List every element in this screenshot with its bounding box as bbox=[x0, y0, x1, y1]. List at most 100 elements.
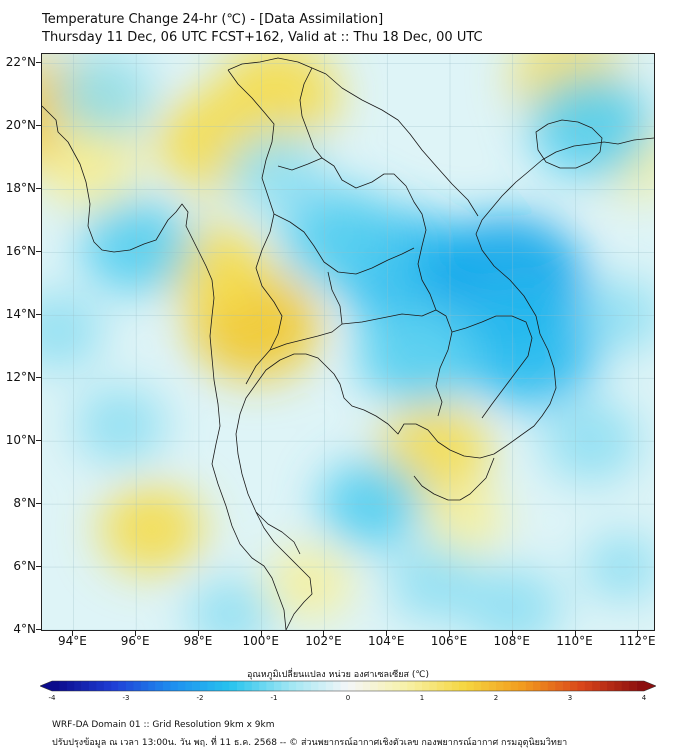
cool-anomaly-17 bbox=[228, 131, 327, 216]
colorbar-segment bbox=[547, 681, 556, 691]
colorbar-segment bbox=[399, 681, 408, 691]
colorbar-segment bbox=[66, 681, 75, 691]
colorbar-tick-label: 3 bbox=[567, 694, 573, 702]
lat-label: 16°N bbox=[5, 244, 36, 259]
border-laos-north bbox=[299, 67, 323, 159]
colorbar-segment bbox=[407, 681, 415, 691]
warm-anomaly-9 bbox=[426, 486, 506, 554]
colorbar-segment bbox=[518, 681, 526, 691]
colorbar-segment bbox=[52, 681, 60, 691]
colorbar-segment bbox=[370, 681, 378, 691]
lat-label: 4°N bbox=[13, 622, 36, 636]
lat-tick bbox=[36, 440, 41, 442]
cool-anomaly-28 bbox=[42, 291, 104, 371]
cool-anomaly-21 bbox=[74, 386, 167, 465]
lat-tick bbox=[36, 629, 41, 630]
colorbar-tick-label: -2 bbox=[196, 694, 204, 702]
colorbar-segment bbox=[444, 681, 452, 691]
colorbar-segment bbox=[599, 681, 608, 691]
colorbar-segment bbox=[570, 681, 578, 691]
colorbar-segment bbox=[392, 681, 401, 691]
map-title: Temperature Change 24-hr (℃) - [Data Ass… bbox=[42, 11, 483, 47]
lat-label: 6°N bbox=[13, 559, 36, 574]
colorbar-segment bbox=[577, 681, 586, 691]
colorbar-tick-label: -3 bbox=[122, 694, 130, 702]
border-laos-vietnam bbox=[325, 73, 479, 217]
colorbar-segment bbox=[118, 681, 127, 691]
coastline-hainan bbox=[535, 119, 603, 169]
colorbar-segment bbox=[607, 681, 615, 691]
colorbar-segment bbox=[629, 681, 637, 691]
border-myanmar-thailand bbox=[227, 69, 283, 385]
coastlines-and-borders bbox=[42, 57, 654, 630]
colorbar-segment bbox=[266, 681, 275, 691]
colorbar-segment bbox=[481, 681, 489, 691]
colorbar-segment bbox=[81, 681, 90, 691]
colorbar-segment bbox=[385, 681, 393, 691]
border-thailand-provinces-central bbox=[269, 271, 343, 351]
border-cambodia-vietnam bbox=[451, 315, 533, 419]
colorbar-min-arrow bbox=[40, 681, 52, 691]
colorbar-segment bbox=[222, 681, 230, 691]
coastline-myanmar-west bbox=[42, 105, 287, 630]
lon-tick bbox=[197, 631, 199, 636]
title-line-1: Temperature Change 24-hr (℃) - [Data Ass… bbox=[42, 12, 384, 27]
colorbar-segment bbox=[318, 681, 327, 691]
cool-anomaly-23 bbox=[388, 543, 481, 622]
lon-tick bbox=[260, 631, 262, 636]
colorbar-segment bbox=[74, 681, 82, 691]
colorbar-segment bbox=[362, 681, 371, 691]
lon-label: 94°E bbox=[57, 634, 87, 648]
colorbar-tick-label: -4 bbox=[48, 694, 56, 702]
colorbar-segment bbox=[636, 681, 645, 691]
colorbar-segment bbox=[459, 681, 467, 691]
colorbar-segment bbox=[540, 681, 549, 691]
lon-label: 106°E bbox=[430, 634, 468, 648]
lon-tick bbox=[386, 631, 388, 636]
colorbar-segment bbox=[251, 681, 260, 691]
colorbar-outline bbox=[40, 680, 656, 692]
colorbar-segment bbox=[496, 681, 504, 691]
colorbar-segment bbox=[259, 681, 267, 691]
colorbar-segment bbox=[348, 681, 356, 691]
colorbar-segment bbox=[555, 681, 563, 691]
colorbar-segment bbox=[525, 681, 534, 691]
colorbar-segment bbox=[422, 681, 430, 691]
lon-tick bbox=[72, 631, 74, 636]
colorbar-segment bbox=[296, 681, 304, 691]
warm-anomaly-7 bbox=[99, 484, 205, 574]
map-plot-area[interactable] bbox=[41, 53, 655, 631]
colorbar-max-arrow bbox=[644, 681, 656, 691]
colorbar-segment bbox=[621, 681, 630, 691]
border-thailand-cambodia bbox=[341, 309, 453, 417]
colorbar-segment bbox=[533, 681, 541, 691]
footer-line-2: ปรับปรุงข้อมูล ณ เวลา 13:00น. วัน พฤ. ที… bbox=[52, 738, 568, 748]
colorbar-segment bbox=[133, 681, 142, 691]
colorbar-segment bbox=[103, 681, 112, 691]
colorbar-tick-label: 1 bbox=[419, 694, 425, 702]
colorbar-tick-label: -1 bbox=[270, 694, 278, 702]
colorbar-tick-label: 2 bbox=[493, 694, 499, 702]
lon-tick bbox=[323, 631, 325, 636]
colorbar-segment bbox=[592, 681, 600, 691]
lat-label: 14°N bbox=[5, 307, 36, 322]
lat-label: 10°N bbox=[5, 433, 36, 448]
coastline-mekong-delta bbox=[413, 457, 495, 501]
colorbar-segment bbox=[185, 681, 193, 691]
lon-label: 102°E bbox=[305, 634, 342, 648]
warm-anomaly-1 bbox=[42, 125, 139, 210]
title-line-2: Thursday 11 Dec, 06 UTC FCST+162, Valid … bbox=[42, 30, 483, 45]
lon-tick bbox=[449, 631, 450, 636]
border-malay-peninsula bbox=[255, 511, 301, 555]
colorbar-segment bbox=[562, 681, 571, 691]
lon-label: 100°E bbox=[242, 634, 279, 648]
colorbar-segment bbox=[140, 681, 149, 691]
colorbar-segment bbox=[333, 681, 341, 691]
colorbar-segment bbox=[96, 681, 105, 691]
temperature-field bbox=[42, 54, 654, 630]
colorbar-segment bbox=[148, 681, 156, 691]
cool-anomaly-20 bbox=[55, 54, 154, 137]
lat-label: 22°N bbox=[5, 55, 36, 70]
colorbar-segment bbox=[214, 681, 223, 691]
colorbar-segment bbox=[274, 681, 282, 691]
